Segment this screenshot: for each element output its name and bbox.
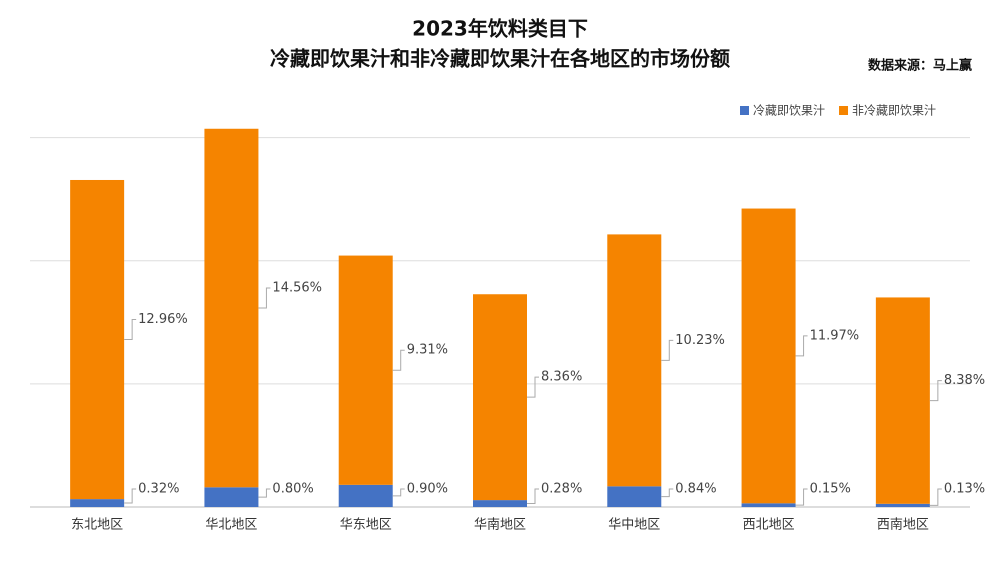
data-label: 12.96%	[138, 312, 188, 327]
chart-subtitle: 冷藏即饮果汁和非冷藏即饮果汁在各地区的市场份额	[270, 47, 730, 71]
source: 数据来源：马上赢	[868, 58, 972, 74]
leader-line	[661, 488, 674, 498]
x-tick-label: 华南地区	[474, 517, 526, 533]
leader-line	[392, 488, 405, 497]
x-tick-label: 华北地区	[205, 518, 257, 533]
leader-line	[527, 376, 539, 398]
bar-segment	[875, 297, 930, 504]
leader-line	[124, 488, 137, 504]
data-label: 8.38%	[944, 373, 985, 388]
bar-segment	[338, 484, 393, 507]
leader-line	[795, 335, 808, 357]
data-label: 0.28%	[541, 482, 582, 497]
data-label: 0.13%	[944, 482, 985, 497]
bar-segment	[473, 500, 527, 507]
bar-segment	[741, 503, 796, 507]
data-label: 14.56%	[272, 281, 322, 296]
x-tick-label: 华东地区	[340, 518, 392, 533]
data-label: 10.23%	[675, 333, 725, 348]
bar-segment	[607, 234, 662, 487]
bar-segment	[607, 486, 662, 507]
bar-segment	[204, 128, 259, 488]
data-label: 0.90%	[407, 482, 448, 497]
x-tick-label: 东北地区	[71, 518, 123, 533]
data-label: 0.32%	[138, 482, 179, 497]
bar-segment	[338, 255, 393, 485]
data-label: 0.15%	[810, 482, 851, 497]
chart-title: 2023年饮料类目下	[412, 17, 588, 41]
leader-line	[392, 349, 405, 371]
legend-label: 冷藏即饮果汁	[753, 104, 825, 118]
leader-line	[795, 488, 808, 506]
data-label: 0.84%	[675, 482, 716, 497]
leader-line	[929, 380, 942, 402]
leader-line	[258, 488, 271, 498]
data-label: 0.80%	[272, 482, 313, 497]
leader-line	[929, 488, 942, 506]
x-tick-label: 西南地区	[877, 517, 929, 533]
leader-line	[124, 319, 137, 341]
data-label: 11.97%	[810, 328, 860, 343]
leader-line	[661, 339, 674, 361]
leader-line	[527, 488, 539, 505]
bar-segment	[741, 208, 796, 504]
legend-swatch	[839, 106, 849, 115]
x-tick-label: 华中地区	[608, 518, 660, 533]
legend-label: 非冷藏即饮果汁	[852, 104, 936, 118]
x-tick-label: 西北地区	[743, 518, 795, 533]
legend-swatch	[740, 106, 749, 115]
data-label: 9.31%	[407, 343, 448, 358]
leader-line	[258, 287, 271, 309]
bar-segment	[70, 499, 125, 507]
bar-segment	[875, 503, 930, 507]
bar-segment	[70, 179, 125, 500]
bar-segment	[473, 294, 527, 501]
data-label: 8.36%	[541, 370, 582, 385]
bar-segment	[204, 487, 259, 507]
